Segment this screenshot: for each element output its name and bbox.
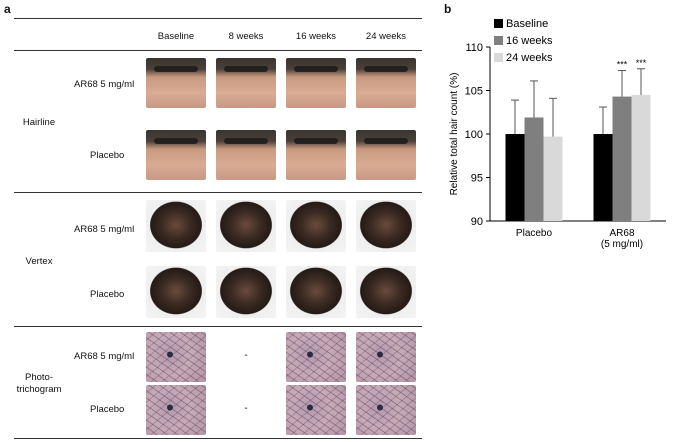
panel-a-label: a [4, 2, 11, 16]
group-label-phototrichogram-1: Photo- [25, 372, 53, 383]
vertex-placebo-8w-photo [216, 266, 276, 318]
hairline-placebo-baseline-photo [146, 130, 206, 180]
column-header-8-weeks: 8 weeks [228, 31, 264, 42]
legend-swatch [494, 53, 503, 62]
y-tick-label: 95 [471, 173, 483, 185]
vertex-placebo-16w-photo [286, 266, 346, 318]
y-tick-label: 105 [465, 86, 483, 98]
bar [593, 134, 613, 221]
row-label-hairline-placebo: Placebo [90, 150, 125, 161]
category-label: AR68 [609, 228, 634, 239]
trichogram-placebo-baseline-photo [146, 385, 206, 435]
panel-b-label: b [444, 2, 452, 16]
category-label: Placebo [516, 228, 553, 239]
y-tick-label: 90 [471, 216, 483, 228]
bar [524, 117, 544, 221]
y-tick-label: 100 [465, 129, 483, 141]
hairline-vertex-divider [14, 192, 422, 193]
category-label: (5 mg/ml) [601, 239, 643, 250]
hairline-placebo-24w-photo [356, 130, 416, 180]
hairline-ar68-8w-photo [216, 58, 276, 108]
legend-swatch [494, 19, 503, 28]
trichogram-placebo-16w-photo [286, 385, 346, 435]
bar [505, 134, 525, 221]
column-header-24-weeks: 24 weeks [365, 31, 407, 42]
row-label-vertex-ar68: AR68 5 mg/ml [74, 224, 135, 235]
row-label-hairline-ar68: AR68 5 mg/ml [74, 79, 135, 90]
table-top-rule [14, 18, 422, 19]
trichogram-ar68-8w-missing: - [244, 350, 248, 361]
hairline-placebo-16w-photo [286, 130, 346, 180]
vertex-ar68-16w-photo [286, 200, 346, 252]
trichogram-ar68-16w-photo [286, 332, 346, 382]
vertex-ar68-24w-photo [356, 200, 416, 252]
hairline-ar68-24w-photo [356, 58, 416, 108]
column-header-16-weeks: 16 weeks [295, 31, 337, 42]
trichogram-ar68-24w-photo [356, 332, 416, 382]
row-label-vertex-placebo: Placebo [90, 289, 125, 300]
vertex-ar68-8w-photo [216, 200, 276, 252]
legend-label: Baseline [506, 18, 548, 30]
legend-swatch [494, 36, 503, 45]
hair-count-bar-chart: 90 95 100 105 110 Relative total hair count (… [449, 18, 666, 250]
vertex-ar68-baseline-photo [146, 200, 206, 252]
vertex-placebo-24w-photo [356, 266, 416, 318]
trichogram-placebo-24w-photo [356, 385, 416, 435]
group-label-phototrichogram-2: trichogram [16, 384, 62, 395]
y-tick-label: 110 [465, 42, 483, 54]
hairline-ar68-baseline-photo [146, 58, 206, 108]
hairline-ar68-16w-photo [286, 58, 346, 108]
header-rule [14, 50, 422, 51]
trichogram-placebo-8w-missing: - [244, 403, 248, 414]
bar [543, 136, 563, 221]
legend-label: 24 weeks [506, 52, 553, 64]
column-header-baseline: Baseline [157, 31, 195, 42]
group-label-hairline: Hairline [22, 117, 56, 128]
y-axis-label: Relative total hair count (%) [449, 73, 460, 196]
significance-label: *** [617, 59, 628, 69]
bar [631, 94, 651, 221]
group-label-vertex: Vertex [25, 256, 53, 267]
vertex-trichogram-divider [14, 326, 422, 327]
row-label-trichogram-placebo: Placebo [90, 404, 125, 415]
trichogram-ar68-baseline-photo [146, 332, 206, 382]
legend-label: 16 weeks [506, 35, 553, 47]
table-bottom-rule [14, 438, 422, 439]
bar [612, 96, 632, 221]
hairline-placebo-8w-photo [216, 130, 276, 180]
significance-label: *** [636, 58, 647, 68]
row-label-trichogram-ar68: AR68 5 mg/ml [74, 351, 135, 362]
vertex-placebo-baseline-photo [146, 266, 206, 318]
